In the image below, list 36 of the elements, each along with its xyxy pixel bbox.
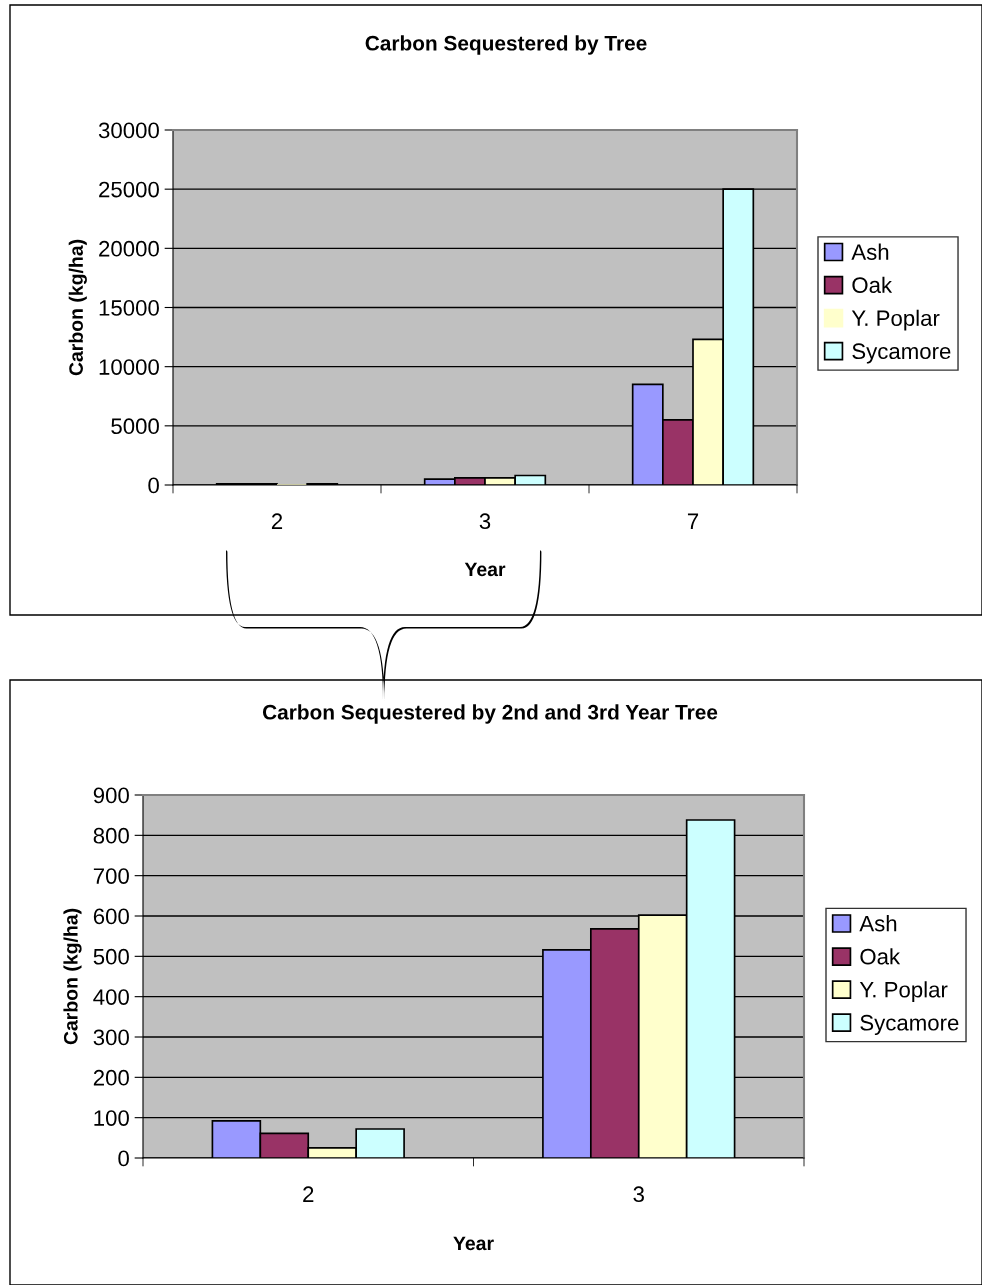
legend-label: Oak <box>852 276 893 293</box>
y-tick-label: 5000 <box>111 418 159 435</box>
y-tick-label: 30000 <box>98 122 159 139</box>
y-tick-label: 800 <box>93 827 129 844</box>
legend-label: Sycamore <box>852 343 951 364</box>
legend-label: Ash <box>851 243 889 260</box>
x-tick-label: 3 <box>633 1186 644 1203</box>
x-axis-title: Year <box>453 1236 494 1251</box>
legend-label: Y. Poplar <box>859 981 948 1002</box>
y-tick-label: 200 <box>93 1069 129 1086</box>
y-tick-label: 0 <box>148 477 159 494</box>
legend-label: Sycamore <box>860 1014 959 1035</box>
legend-label: Ash <box>859 915 897 932</box>
legend-label: Oak <box>860 948 901 965</box>
y-tick-label: 100 <box>94 1110 129 1126</box>
y-tick-label: 25000 <box>99 181 159 198</box>
y-tick-label: 10000 <box>99 359 159 375</box>
chart-title: Carbon Sequestered by Tree <box>365 35 647 55</box>
y-axis-title: Carbon (kg/ha) <box>68 239 87 376</box>
legend-label: Y. Poplar <box>851 309 940 331</box>
chart-title: Carbon Sequestered by 2nd and 3rd Year Tree <box>262 704 718 724</box>
x-tick-label: 2 <box>271 513 283 529</box>
y-tick-label: 600 <box>93 908 129 925</box>
y-tick-label: 20000 <box>99 240 159 257</box>
y-tick-label: 300 <box>93 1029 129 1046</box>
x-tick-label: 3 <box>479 513 491 530</box>
y-tick-label: 400 <box>93 989 129 1005</box>
y-tick-label: 15000 <box>99 300 159 316</box>
y-tick-label: 900 <box>93 787 129 804</box>
y-tick-label: 500 <box>93 948 129 965</box>
y-tick-label: 0 <box>118 1150 129 1167</box>
y-tick-label: 700 <box>93 868 129 884</box>
x-axis-title: Year <box>464 562 506 577</box>
x-tick-label: 7 <box>687 513 699 529</box>
y-axis-title: Carbon (kg/ha) <box>63 908 82 1045</box>
x-tick-label: 2 <box>303 1186 314 1202</box>
